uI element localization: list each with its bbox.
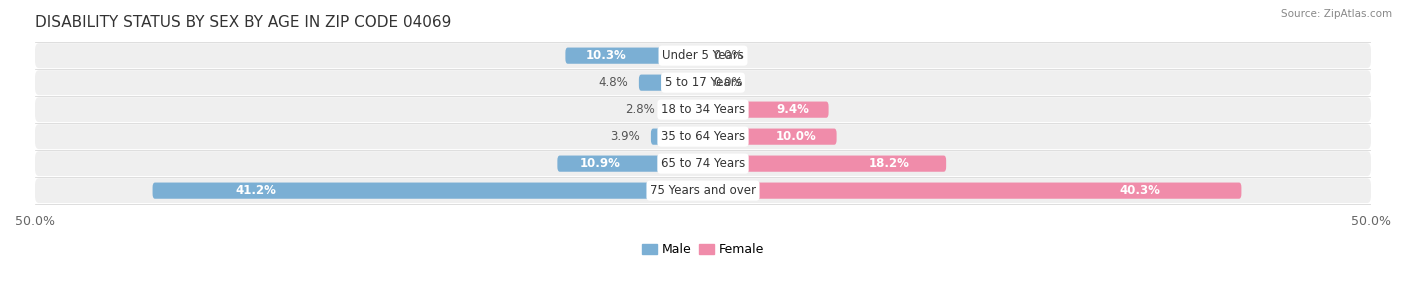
Text: 10.9%: 10.9% (579, 157, 620, 170)
Text: 4.8%: 4.8% (599, 76, 628, 89)
FancyBboxPatch shape (557, 156, 703, 172)
FancyBboxPatch shape (638, 74, 703, 91)
FancyBboxPatch shape (651, 129, 703, 145)
FancyBboxPatch shape (665, 102, 703, 118)
Legend: Male, Female: Male, Female (641, 244, 765, 256)
Text: 10.3%: 10.3% (586, 49, 627, 62)
FancyBboxPatch shape (35, 70, 1371, 95)
FancyBboxPatch shape (35, 43, 1371, 68)
Text: 18.2%: 18.2% (869, 157, 910, 170)
FancyBboxPatch shape (703, 156, 946, 172)
Text: Under 5 Years: Under 5 Years (662, 49, 744, 62)
FancyBboxPatch shape (703, 102, 828, 118)
Text: 65 to 74 Years: 65 to 74 Years (661, 157, 745, 170)
Text: 40.3%: 40.3% (1119, 184, 1160, 197)
FancyBboxPatch shape (35, 151, 1371, 176)
Text: 9.4%: 9.4% (778, 103, 810, 116)
Text: DISABILITY STATUS BY SEX BY AGE IN ZIP CODE 04069: DISABILITY STATUS BY SEX BY AGE IN ZIP C… (35, 15, 451, 30)
FancyBboxPatch shape (703, 129, 837, 145)
FancyBboxPatch shape (153, 182, 703, 199)
Text: 5 to 17 Years: 5 to 17 Years (665, 76, 741, 89)
FancyBboxPatch shape (35, 124, 1371, 149)
FancyBboxPatch shape (35, 178, 1371, 203)
Text: 41.2%: 41.2% (235, 184, 276, 197)
Text: 0.0%: 0.0% (714, 76, 744, 89)
Text: 10.0%: 10.0% (776, 130, 817, 143)
FancyBboxPatch shape (565, 47, 703, 64)
Text: 35 to 64 Years: 35 to 64 Years (661, 130, 745, 143)
FancyBboxPatch shape (35, 97, 1371, 122)
Text: Source: ZipAtlas.com: Source: ZipAtlas.com (1281, 9, 1392, 19)
Text: 0.0%: 0.0% (714, 49, 744, 62)
Text: 75 Years and over: 75 Years and over (650, 184, 756, 197)
Text: 2.8%: 2.8% (626, 103, 655, 116)
Text: 18 to 34 Years: 18 to 34 Years (661, 103, 745, 116)
FancyBboxPatch shape (703, 182, 1241, 199)
Text: 3.9%: 3.9% (610, 130, 640, 143)
